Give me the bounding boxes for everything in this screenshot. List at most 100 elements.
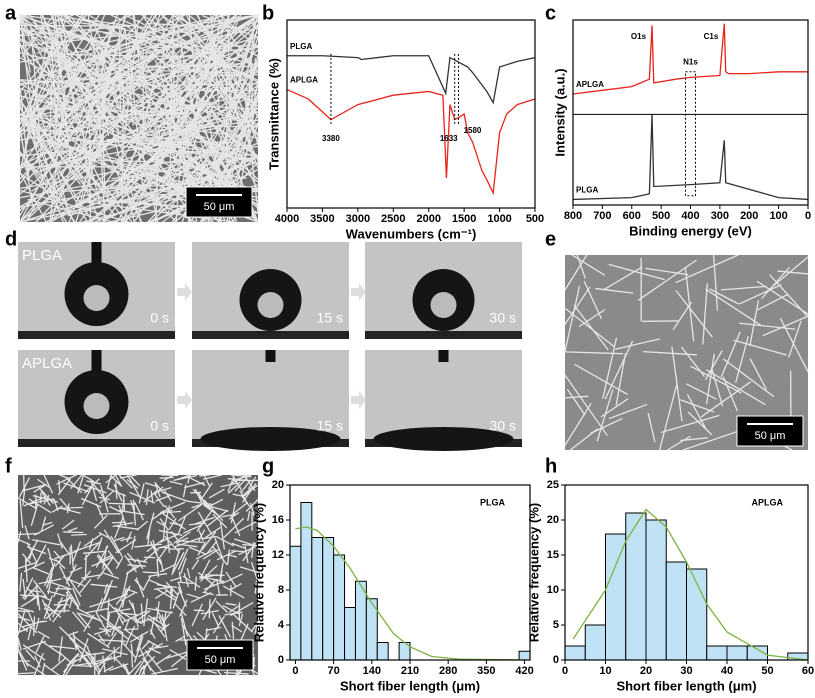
fiber bbox=[72, 664, 93, 668]
fiber bbox=[119, 510, 145, 516]
fiber bbox=[682, 428, 745, 451]
fiber bbox=[19, 14, 126, 30]
fiber bbox=[19, 108, 181, 141]
fiber bbox=[73, 110, 106, 168]
x-tick-label: 500 bbox=[652, 210, 670, 222]
bar bbox=[605, 533, 627, 661]
fiber bbox=[103, 529, 120, 554]
fiber bbox=[175, 635, 185, 643]
x-tick-label: 600 bbox=[623, 210, 641, 222]
fiber bbox=[40, 595, 52, 602]
fiber bbox=[154, 481, 161, 498]
fiber bbox=[151, 667, 178, 675]
fiber bbox=[86, 480, 102, 485]
fiber bbox=[31, 155, 85, 192]
x-tick-label: 3000 bbox=[346, 213, 370, 225]
fiber bbox=[82, 656, 92, 668]
fiber bbox=[242, 543, 259, 547]
fiber bbox=[43, 595, 53, 620]
fiber bbox=[57, 478, 71, 496]
fiber bbox=[228, 512, 240, 520]
fiber bbox=[141, 661, 149, 676]
fiber bbox=[82, 550, 107, 554]
scale-bar-box bbox=[186, 639, 254, 671]
x-tick-label: 10 bbox=[599, 665, 611, 677]
fiber bbox=[126, 531, 132, 543]
fiber bbox=[186, 568, 191, 579]
x-axis-label: Short fiber length (μm) bbox=[340, 678, 480, 693]
y-axis-label: Transmittance (%) bbox=[266, 58, 281, 170]
fiber bbox=[182, 575, 201, 588]
fiber bbox=[722, 376, 738, 412]
x-tick-label: 3500 bbox=[310, 213, 334, 225]
fiber bbox=[223, 585, 245, 599]
fiber bbox=[120, 536, 133, 542]
fiber bbox=[61, 29, 126, 176]
fibers bbox=[564, 254, 809, 451]
fiber bbox=[114, 474, 123, 487]
fiber bbox=[161, 614, 168, 642]
fiber bbox=[183, 572, 189, 588]
fiber bbox=[566, 388, 586, 416]
bar bbox=[706, 645, 728, 661]
fiber bbox=[564, 286, 581, 353]
fiber bbox=[54, 554, 66, 567]
fiber bbox=[212, 546, 228, 566]
fiber bbox=[245, 498, 259, 512]
fiber bbox=[720, 285, 767, 291]
fiber bbox=[169, 588, 174, 610]
fiber bbox=[59, 93, 159, 165]
fiber bbox=[19, 89, 30, 181]
peak-label: N1s bbox=[683, 58, 698, 67]
fiber bbox=[203, 579, 217, 593]
bar bbox=[665, 561, 687, 661]
fiber bbox=[176, 537, 189, 544]
fiber bbox=[47, 547, 55, 569]
fiber bbox=[146, 617, 166, 632]
fiber bbox=[83, 533, 102, 547]
fiber bbox=[35, 635, 45, 653]
droplet-highlight bbox=[257, 292, 284, 318]
fiber bbox=[122, 493, 126, 511]
fiber bbox=[170, 576, 182, 582]
fiber bbox=[72, 611, 87, 629]
x-tick-label: 20 bbox=[640, 665, 652, 677]
fiber bbox=[163, 492, 188, 502]
time-label: 15 s bbox=[317, 310, 343, 326]
fiber bbox=[17, 497, 37, 510]
fiber bbox=[100, 614, 123, 633]
fiber bbox=[788, 320, 802, 358]
fiber bbox=[17, 616, 31, 622]
series-label: PLGA bbox=[576, 186, 598, 195]
needle bbox=[438, 350, 449, 362]
panel-label: d bbox=[5, 228, 17, 250]
droplet-highlight bbox=[83, 285, 110, 311]
fiber bbox=[134, 579, 145, 591]
fiber bbox=[63, 531, 84, 534]
fiber bbox=[115, 557, 124, 569]
fiber bbox=[160, 501, 186, 514]
fiber bbox=[177, 548, 189, 571]
fiber bbox=[74, 82, 194, 216]
fiber bbox=[115, 14, 153, 75]
fiber bbox=[65, 564, 77, 584]
fiber bbox=[108, 87, 213, 208]
fiber bbox=[113, 656, 130, 674]
fiber bbox=[158, 509, 173, 516]
fiber bbox=[92, 657, 102, 673]
fiber bbox=[128, 599, 135, 610]
fiber bbox=[43, 112, 127, 223]
fiber bbox=[32, 566, 49, 575]
y-tick-label: 4 bbox=[278, 619, 285, 631]
fiber bbox=[106, 598, 110, 621]
fiber bbox=[106, 632, 117, 647]
fiber bbox=[98, 634, 106, 643]
fiber bbox=[70, 544, 74, 570]
fiber bbox=[79, 578, 92, 594]
fiber bbox=[179, 599, 188, 617]
fiber bbox=[209, 498, 224, 507]
fiber bbox=[153, 493, 165, 507]
fiber bbox=[254, 624, 258, 635]
fiber bbox=[705, 350, 723, 381]
fiber bbox=[177, 582, 183, 594]
